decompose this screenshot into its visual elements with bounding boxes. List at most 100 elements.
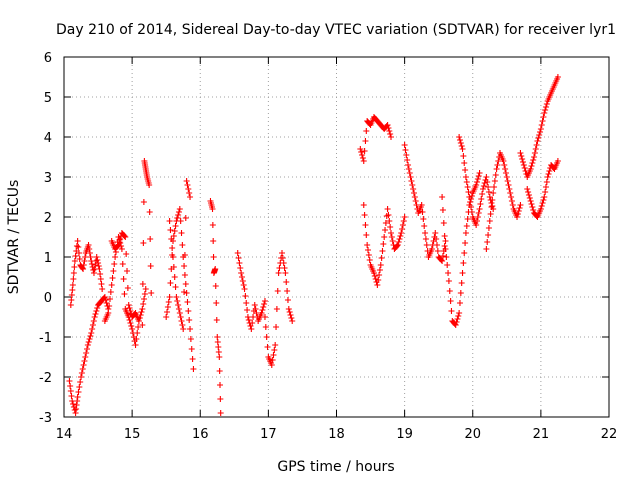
data-point [461, 160, 468, 166]
data-point [273, 306, 280, 312]
data-point [140, 199, 147, 205]
data-point [175, 209, 182, 215]
data-point [235, 255, 242, 261]
data-point [217, 382, 224, 388]
data-point [75, 244, 82, 250]
data-point [361, 148, 368, 154]
data-point [439, 207, 446, 213]
data-point [213, 300, 220, 306]
data-point [459, 146, 466, 152]
data-point [170, 254, 176, 260]
data-point [245, 317, 252, 323]
data-point [444, 262, 451, 268]
data-point [86, 336, 93, 342]
data-point [407, 174, 414, 180]
x-tick-label: 16 [192, 427, 209, 442]
data-point [212, 283, 219, 289]
data-point [243, 300, 250, 306]
x-axis-label: GPS time / hours [277, 459, 394, 475]
data-point [67, 383, 74, 389]
data-point [401, 142, 408, 148]
data-point [269, 357, 276, 363]
data-point [458, 143, 465, 149]
data-point [406, 170, 413, 176]
data-point [126, 317, 133, 323]
data-point [93, 254, 100, 260]
data-point [519, 159, 526, 165]
data-point [249, 320, 256, 326]
data-point [67, 388, 74, 394]
data-point [467, 199, 474, 205]
data-point [175, 302, 182, 308]
data-point [531, 150, 538, 156]
data-point [93, 308, 100, 314]
data-point [365, 247, 372, 253]
data-point [447, 298, 454, 304]
data-point [361, 212, 368, 218]
data-point [388, 134, 394, 140]
data-point [253, 310, 260, 316]
data-point [287, 312, 294, 318]
data-point [274, 288, 281, 294]
y-axis-label: SDTVAR / TECUs [6, 180, 22, 295]
grid-lines [64, 57, 609, 417]
data-point [402, 147, 409, 153]
data-point [375, 277, 382, 283]
data-point [410, 186, 417, 192]
data-point [174, 215, 181, 221]
data-point [114, 243, 121, 249]
data-point [106, 303, 113, 309]
data-point [80, 362, 87, 368]
data-point [134, 330, 141, 336]
data-point [380, 241, 387, 247]
data-point [457, 140, 464, 146]
data-point [493, 166, 500, 172]
data-point [180, 326, 187, 332]
data-point [384, 206, 391, 212]
data-point [455, 313, 462, 319]
data-point [146, 182, 153, 188]
data-point [147, 263, 154, 269]
data-point [476, 170, 483, 176]
data-point [520, 162, 527, 168]
data-point [479, 186, 486, 192]
data-point [90, 267, 97, 273]
data-point [263, 334, 270, 340]
data-point [394, 242, 401, 248]
data-point [181, 289, 188, 295]
data-point [485, 225, 492, 231]
data-point [275, 270, 282, 276]
data-point [388, 230, 394, 236]
data-point [393, 243, 400, 249]
data-point [209, 222, 216, 228]
data-point [139, 306, 146, 312]
data-point [539, 118, 546, 124]
data-point [217, 410, 224, 416]
data-point [382, 227, 389, 233]
data-point [428, 246, 435, 252]
data-point [535, 135, 542, 141]
data-point [388, 234, 395, 240]
data-point [530, 207, 537, 213]
data-point [532, 146, 539, 152]
data-point [538, 203, 545, 209]
data-point [261, 301, 268, 307]
data-point [460, 153, 467, 159]
data-point [120, 276, 127, 282]
data-point [461, 250, 468, 256]
data-point [238, 274, 245, 280]
data-point [530, 157, 537, 163]
data-point [85, 242, 92, 248]
data-point [484, 239, 491, 245]
data-point [477, 201, 484, 207]
data-point [364, 242, 371, 248]
data-point [175, 212, 182, 218]
x-tick-label: 15 [124, 427, 141, 442]
data-point [357, 146, 364, 152]
data-point [387, 131, 394, 137]
data-point [75, 389, 82, 395]
data-point [456, 134, 463, 140]
data-point [452, 322, 459, 328]
data-point [270, 352, 277, 358]
